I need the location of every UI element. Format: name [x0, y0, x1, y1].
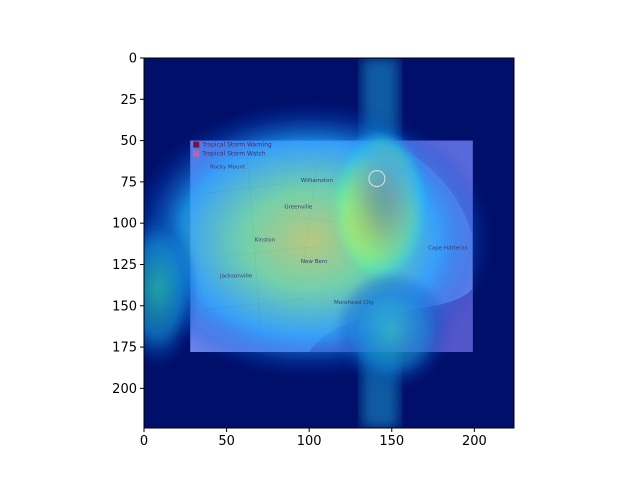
y-tick-label-125: 125 [112, 258, 137, 273]
map-label-5: Jacksonville [219, 274, 253, 280]
storm-center-marker [368, 170, 386, 188]
map-label-4: New Bern [301, 259, 328, 265]
heat-overlay [144, 58, 495, 428]
x-tick-label-200: 200 [462, 434, 487, 449]
map-labels: Rocky Mount Williamston Greenville Kinston N… [193, 141, 468, 306]
x-tick-label-50: 50 [218, 434, 235, 449]
y-axis: 0 25 50 75 100 125 150 175 200 [112, 52, 144, 397]
axes-frame [143, 57, 515, 429]
map-label-0: Rocky Mount [210, 165, 246, 171]
map-label-7: Cape Hatteras [428, 246, 468, 252]
legend-entry-1: Tropical Storm Watch [201, 151, 266, 158]
map-label-6: Morehead City [334, 300, 375, 306]
legend-entry-0: Tropical Storm Warning [201, 142, 272, 149]
plot-area: Rocky Mount Williamston Greenville Kinston N… [144, 58, 514, 428]
y-tick-label-175: 175 [112, 341, 137, 356]
y-tick-label-50: 50 [120, 134, 137, 149]
heat-hotspot-2 [144, 209, 199, 369]
heat-hotspot-3 [333, 271, 450, 391]
y-tick-label-200: 200 [112, 382, 137, 397]
x-tick-label-150: 150 [379, 434, 404, 449]
y-tick-label-25: 25 [120, 93, 137, 108]
heat-wash [190, 140, 473, 353]
x-tick-label-0: 0 [140, 434, 148, 449]
y-tick-label-150: 150 [112, 299, 137, 314]
y-tick-label-100: 100 [112, 217, 137, 232]
x-axis: 0 50 100 150 200 [140, 428, 487, 449]
map-label-1: Williamston [301, 178, 334, 184]
y-tick-label-75: 75 [120, 175, 137, 190]
legend-swatch-0 [193, 141, 200, 148]
map-label-3: Kinston [255, 237, 276, 243]
x-tick-label-100: 100 [297, 434, 322, 449]
map-label-2: Greenville [284, 204, 312, 210]
y-tick-label-0: 0 [129, 52, 137, 67]
legend-swatch-1 [193, 150, 200, 157]
